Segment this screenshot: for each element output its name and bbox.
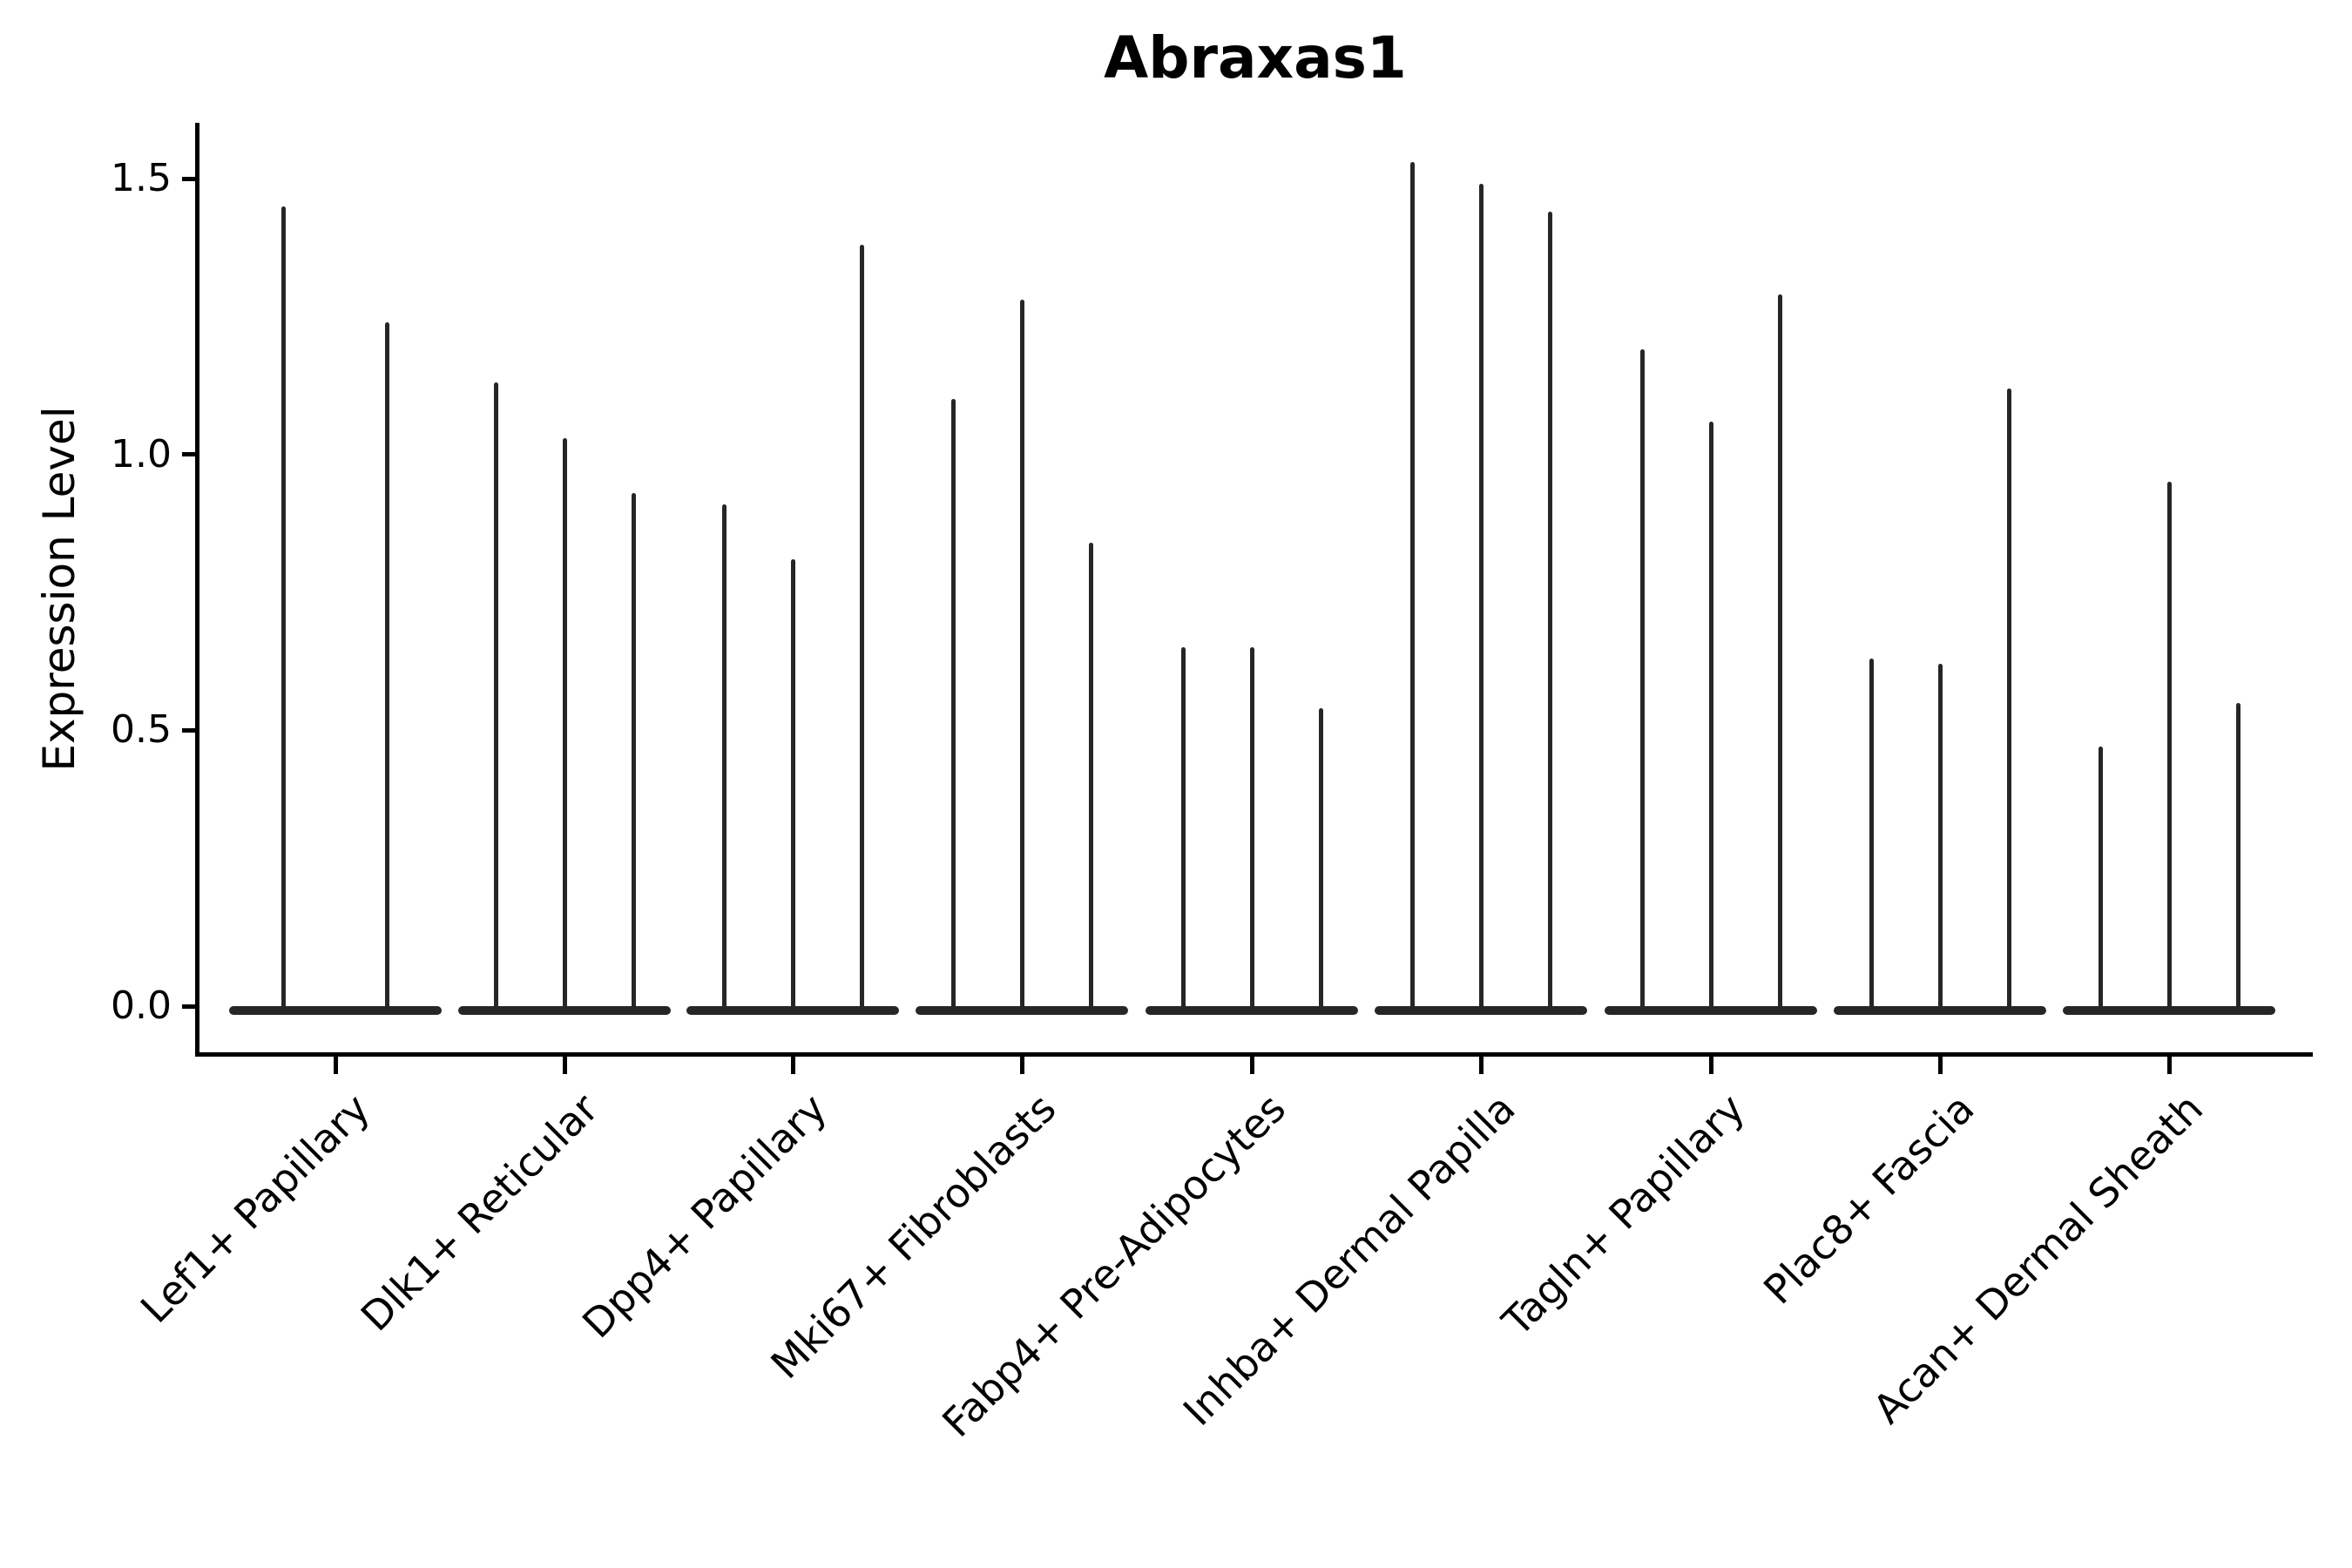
violin-spike — [1869, 659, 1874, 1012]
violin-spike — [281, 206, 287, 1012]
violin-spike — [2166, 482, 2172, 1012]
violin-spike — [1708, 421, 1713, 1012]
violin-spike — [562, 437, 567, 1012]
x-tick-label: Lef1+ Papillary — [131, 1085, 379, 1333]
violin-spike — [1180, 647, 1186, 1012]
x-tick — [1937, 1057, 1943, 1074]
violin-base — [229, 1006, 442, 1015]
violin-spike — [1088, 543, 1093, 1012]
violin-spike — [1318, 708, 1323, 1012]
violin-spike — [1547, 212, 1552, 1012]
violin-spike — [2098, 747, 2103, 1012]
x-tick — [1019, 1057, 1024, 1074]
y-tick-label: 1.5 — [111, 156, 172, 201]
violin-spike — [2006, 388, 2011, 1012]
violin-spike — [384, 321, 389, 1012]
violin-spike — [790, 559, 795, 1012]
violin-spike — [859, 245, 864, 1012]
y-tick — [182, 176, 198, 181]
x-tick-label: Tagln+ Papillary — [1493, 1085, 1754, 1346]
violin-spike — [1249, 647, 1254, 1012]
y-tick — [182, 727, 198, 733]
violin-spike — [631, 493, 636, 1012]
x-tick — [1478, 1057, 1484, 1074]
x-tick — [333, 1057, 338, 1074]
violin-spike — [2235, 702, 2240, 1012]
x-tick-label: Plac8+ Fascia — [1754, 1085, 1984, 1314]
violin-spike — [721, 504, 727, 1012]
y-tick-label: 0.5 — [111, 707, 172, 753]
violin-spike — [1639, 349, 1645, 1012]
violin-spike — [1409, 162, 1415, 1012]
violin-spike — [493, 382, 498, 1012]
x-tick-label: Dlk1+ Reticular — [352, 1085, 608, 1341]
x-tick — [790, 1057, 795, 1074]
y-tick — [182, 452, 198, 457]
violin-spike — [1937, 664, 1943, 1012]
violin-spike — [1478, 184, 1484, 1012]
x-tick-label: Dpp4+ Papillary — [573, 1085, 836, 1348]
x-axis-spine — [195, 1052, 2313, 1057]
x-tick — [562, 1057, 567, 1074]
x-tick — [2166, 1057, 2172, 1074]
violin-spike — [1777, 294, 1782, 1012]
y-tick-label: 0.0 — [111, 983, 172, 1028]
x-tick — [1708, 1057, 1713, 1074]
y-axis-spine — [195, 123, 199, 1057]
y-tick — [182, 1004, 198, 1009]
chart-title: Abraxas1 — [1104, 24, 1407, 91]
x-tick — [1249, 1057, 1254, 1074]
violin-spike — [950, 399, 956, 1012]
violin-spike — [1019, 300, 1024, 1012]
y-tick-label: 1.0 — [111, 431, 172, 476]
